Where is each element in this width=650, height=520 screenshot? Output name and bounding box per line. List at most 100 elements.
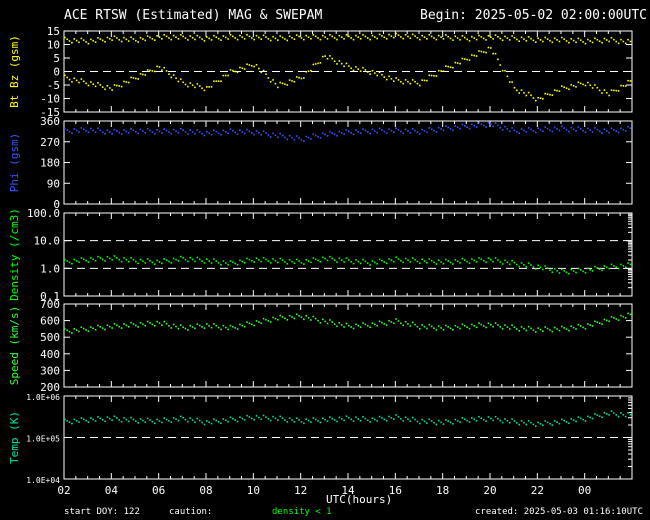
data-point-temp bbox=[94, 420, 97, 422]
data-point-bz bbox=[201, 87, 203, 90]
data-point-speed bbox=[523, 327, 525, 330]
data-point-temp bbox=[279, 415, 281, 418]
data-point-density bbox=[156, 259, 158, 262]
data-point-phi bbox=[267, 134, 270, 136]
data-point-temp bbox=[324, 418, 326, 421]
data-point-temp bbox=[591, 417, 594, 420]
data-point-speed bbox=[487, 322, 490, 325]
data-point-density bbox=[248, 258, 251, 261]
data-point-density bbox=[525, 266, 528, 268]
data-point-density bbox=[404, 257, 407, 260]
data-point-bt bbox=[144, 39, 147, 42]
data-point-speed bbox=[208, 324, 210, 327]
data-point-bz bbox=[452, 66, 454, 69]
data-point-density bbox=[508, 263, 511, 266]
data-point-density bbox=[295, 258, 298, 261]
data-point-bt bbox=[601, 41, 603, 44]
series-bt bbox=[64, 32, 632, 45]
data-point-bt bbox=[94, 41, 97, 43]
data-point-temp bbox=[142, 419, 144, 422]
data-point-temp bbox=[385, 419, 388, 422]
data-point-bz bbox=[400, 80, 402, 83]
data-point-bt bbox=[248, 35, 251, 38]
data-point-speed bbox=[184, 327, 187, 330]
data-point-bt bbox=[234, 37, 236, 39]
data-point-bz bbox=[594, 84, 596, 86]
data-point-speed bbox=[463, 324, 466, 327]
data-point-phi bbox=[227, 132, 229, 135]
data-point-speed bbox=[376, 324, 378, 327]
data-point-density bbox=[71, 262, 73, 265]
data-point-phi bbox=[234, 131, 236, 134]
data-point-temp bbox=[487, 416, 490, 418]
data-point-speed bbox=[565, 328, 568, 330]
data-point-phi bbox=[461, 123, 464, 126]
data-point-phi bbox=[253, 133, 255, 136]
data-point-phi bbox=[243, 132, 246, 135]
data-point-bz bbox=[518, 92, 520, 94]
data-point-temp bbox=[291, 419, 293, 421]
data-point-temp bbox=[582, 418, 584, 421]
data-point-density bbox=[400, 259, 402, 262]
data-point-phi bbox=[575, 130, 577, 132]
data-point-bt bbox=[165, 35, 168, 38]
data-point-speed bbox=[303, 318, 305, 321]
data-point-bt bbox=[135, 39, 137, 42]
data-point-phi bbox=[447, 126, 449, 129]
data-point-speed bbox=[281, 316, 284, 318]
data-point-temp bbox=[615, 414, 618, 416]
data-point-bt bbox=[80, 37, 83, 40]
data-point-bz bbox=[305, 70, 307, 73]
data-point-density bbox=[622, 265, 625, 267]
data-point-density bbox=[326, 259, 329, 262]
data-point-temp bbox=[532, 423, 535, 426]
data-point-speed bbox=[551, 330, 554, 333]
data-point-bt bbox=[82, 39, 85, 41]
data-point-phi bbox=[568, 130, 570, 133]
data-point-phi bbox=[435, 131, 438, 133]
y-tick-label: 360 bbox=[40, 115, 60, 128]
data-point-phi bbox=[428, 127, 431, 129]
data-point-speed bbox=[222, 324, 225, 327]
data-point-density bbox=[253, 261, 255, 263]
data-point-density bbox=[80, 257, 83, 259]
data-point-phi bbox=[163, 128, 165, 130]
data-point-temp bbox=[108, 417, 111, 420]
data-point-bz bbox=[196, 83, 199, 85]
data-point-density bbox=[473, 259, 476, 262]
data-point-bt bbox=[475, 38, 478, 41]
data-point-speed bbox=[513, 326, 516, 329]
data-point-phi bbox=[331, 132, 334, 134]
data-point-bz bbox=[137, 78, 139, 80]
data-point-temp bbox=[227, 420, 229, 423]
x-tick-label: 04 bbox=[105, 484, 119, 497]
data-point-speed bbox=[371, 322, 374, 324]
data-point-bz bbox=[497, 58, 499, 61]
data-point-density bbox=[463, 259, 466, 261]
data-point-bt bbox=[369, 38, 371, 41]
data-point-speed bbox=[381, 321, 383, 324]
data-point-bt bbox=[66, 38, 68, 41]
data-point-density bbox=[227, 264, 229, 266]
data-point-phi bbox=[291, 136, 293, 139]
data-point-bt bbox=[345, 34, 348, 36]
data-point-density bbox=[123, 257, 125, 259]
data-point-phi bbox=[314, 134, 317, 137]
data-point-temp bbox=[151, 420, 154, 423]
data-point-bz bbox=[461, 57, 464, 60]
data-point-bz bbox=[572, 85, 575, 87]
data-point-bt bbox=[516, 38, 518, 41]
data-point-phi bbox=[383, 130, 386, 133]
data-point-temp bbox=[80, 417, 83, 419]
y-tick-label: 0.1 bbox=[40, 290, 60, 303]
data-point-speed bbox=[537, 327, 539, 329]
data-point-bt bbox=[338, 34, 341, 37]
data-point-density bbox=[414, 258, 416, 261]
data-point-phi bbox=[400, 130, 402, 133]
data-point-bz bbox=[64, 74, 66, 77]
data-point-bt bbox=[513, 36, 516, 39]
data-point-bt bbox=[501, 39, 504, 42]
data-point-phi bbox=[563, 127, 565, 129]
data-point-bt bbox=[153, 39, 156, 41]
data-point-phi bbox=[549, 129, 551, 131]
